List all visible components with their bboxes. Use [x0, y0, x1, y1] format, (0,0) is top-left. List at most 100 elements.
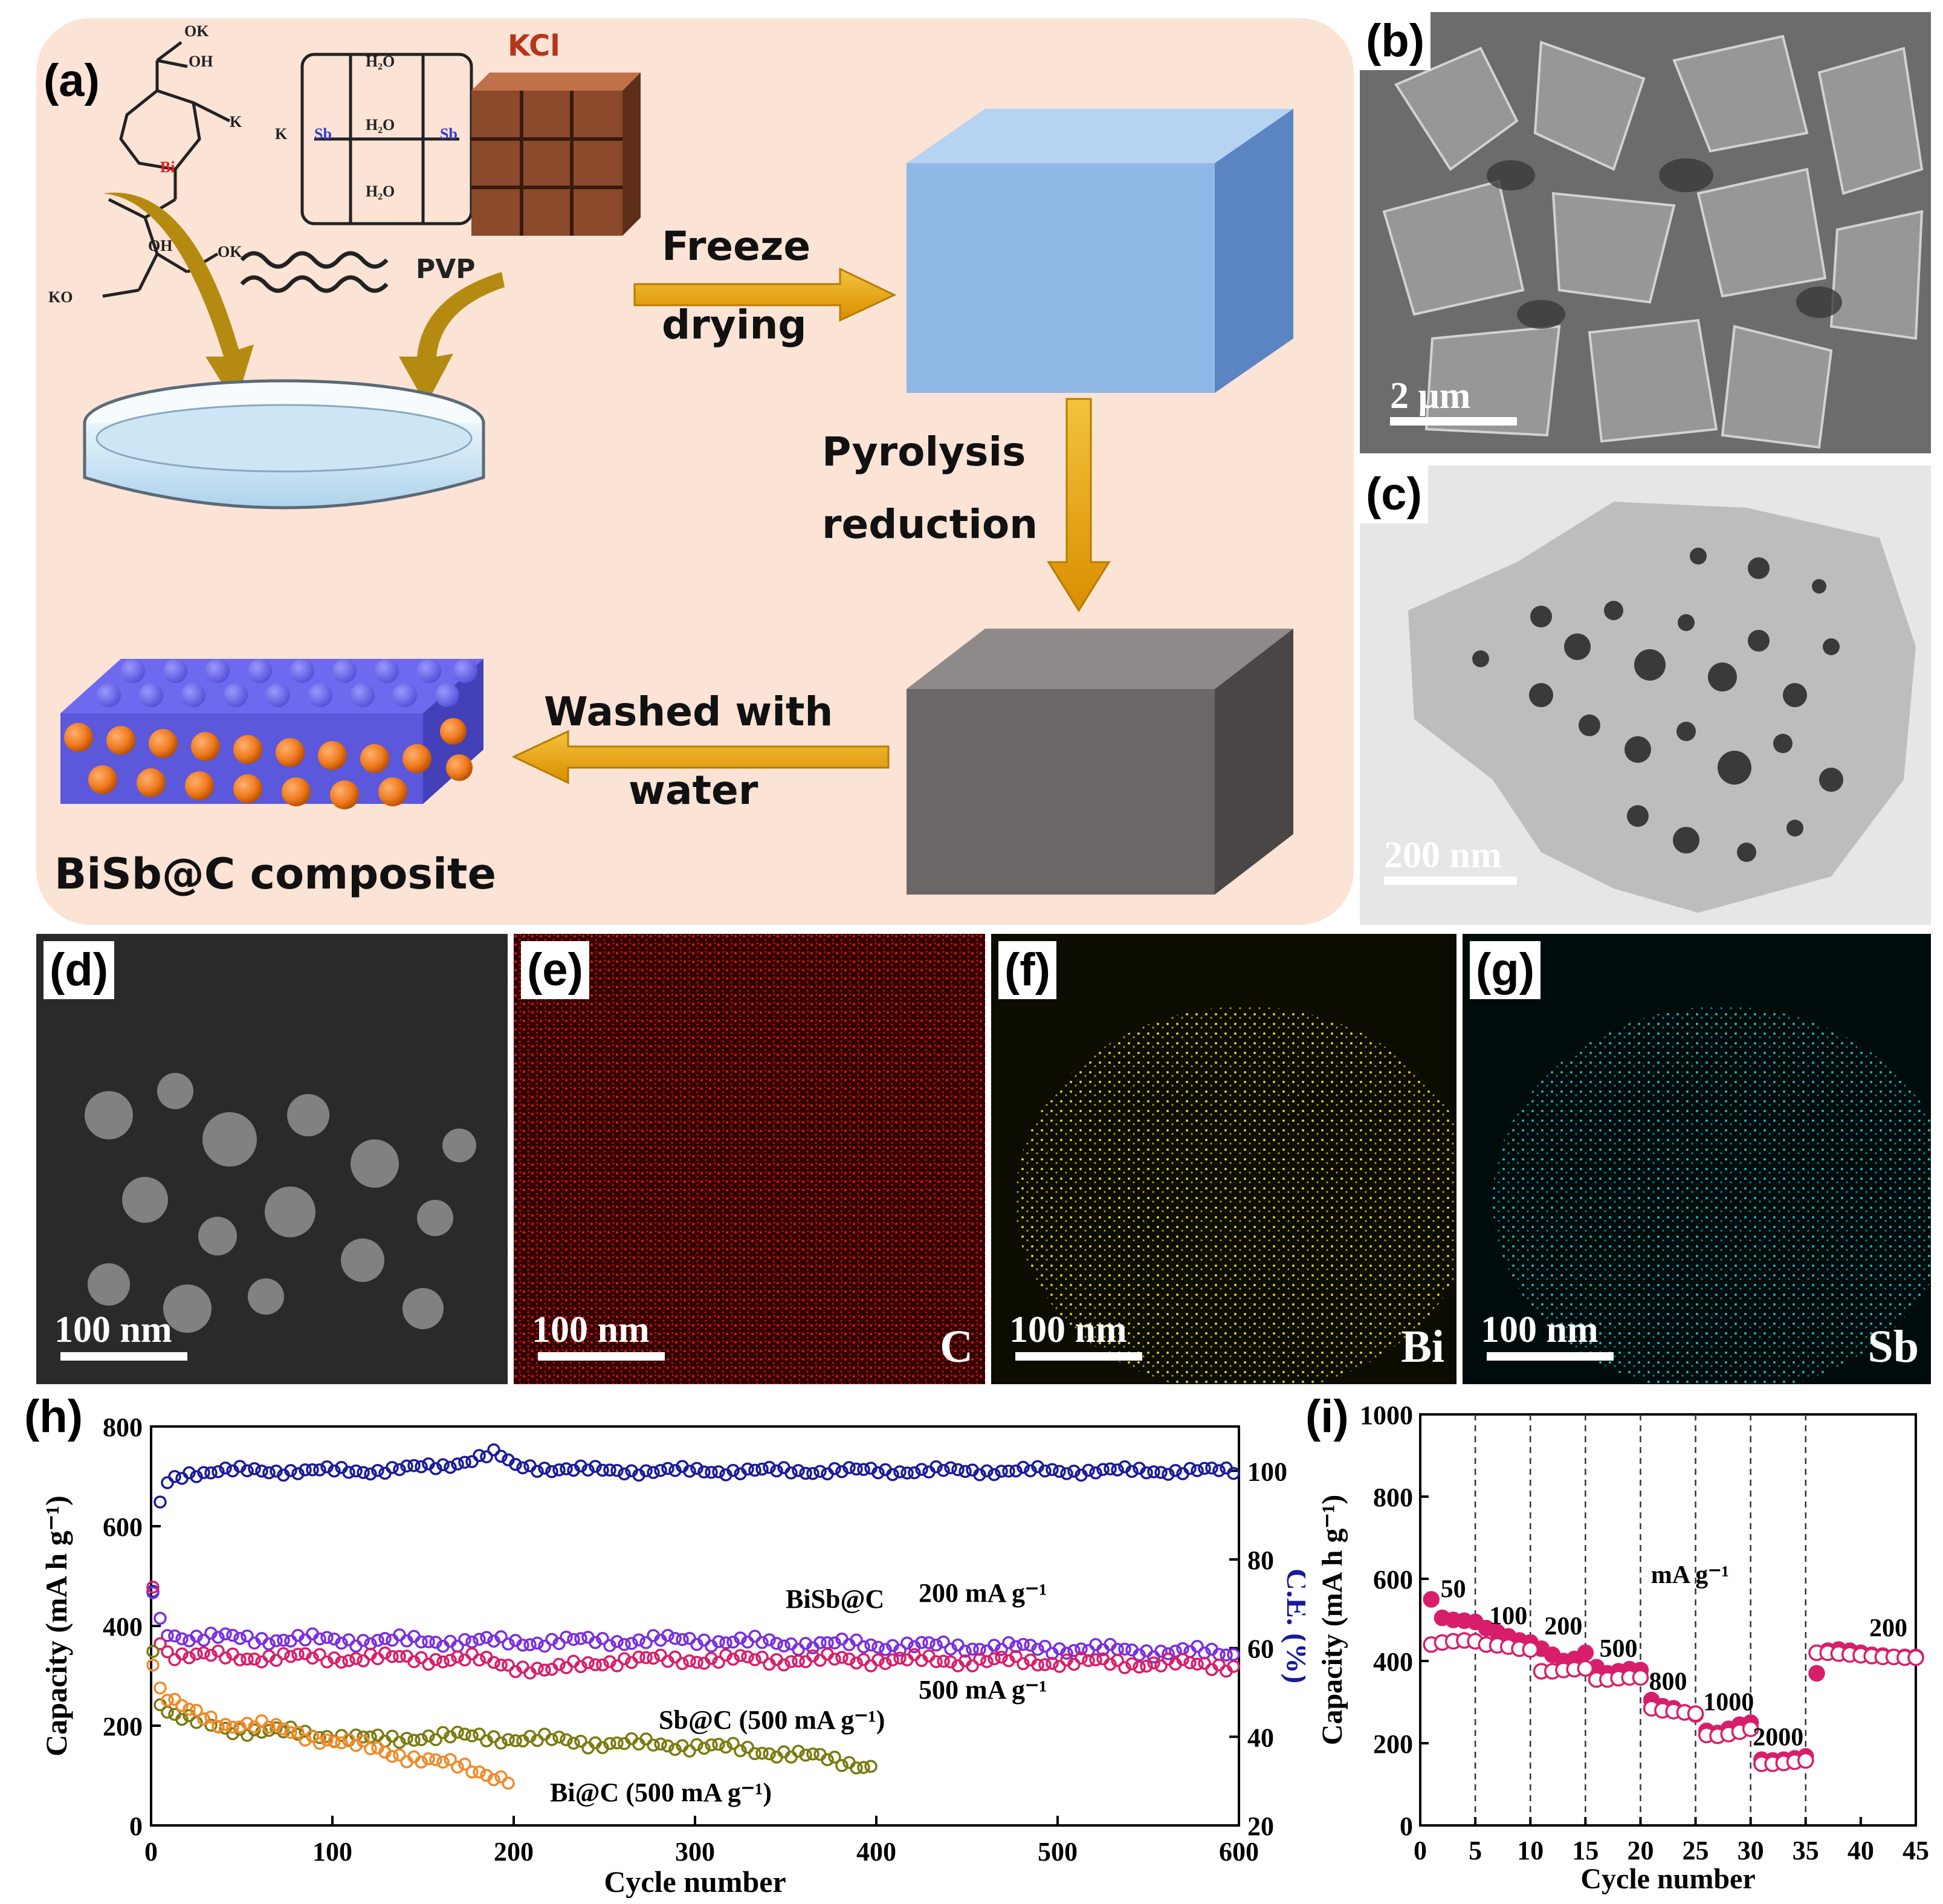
x-tick-label: 25: [1683, 1836, 1709, 1865]
data-point: [828, 1462, 841, 1475]
data-point: [900, 1636, 914, 1650]
data-point: [168, 1469, 181, 1483]
data-point: [349, 1639, 363, 1653]
data-point: [161, 1645, 174, 1659]
chem-oh-2: OH: [148, 237, 172, 254]
data-point: [1017, 1637, 1030, 1651]
rate-label: 1000: [1703, 1689, 1754, 1717]
data-point: [458, 1633, 471, 1647]
data-point: [342, 1654, 355, 1668]
data-point: [291, 1648, 305, 1661]
data-point: [1808, 1665, 1825, 1682]
data-point: [422, 1635, 435, 1648]
data-point: [988, 1468, 1001, 1481]
data-point: [1220, 1648, 1233, 1662]
data-point: [770, 1464, 783, 1478]
data-point: [668, 1631, 682, 1645]
data-point: [197, 1466, 210, 1480]
data-point: [509, 1458, 522, 1471]
data-point: [465, 1455, 479, 1468]
cycling-chart-svg: 0 100 200 300 400 500 600 0 200 400 600 800 20 40 60 80…: [39, 1413, 1305, 1898]
chart-annotation: 500 mA g⁻¹: [919, 1675, 1047, 1705]
data-point: [1017, 1460, 1030, 1474]
data-point: [313, 1731, 326, 1744]
step2-line1: Pyrolysis: [822, 429, 1026, 475]
petri-dish: [83, 379, 485, 510]
data-point: [661, 1462, 674, 1475]
chem-k-1: K: [230, 113, 242, 131]
data-point: [610, 1463, 624, 1477]
data-point: [465, 1729, 479, 1743]
data-point: [799, 1466, 812, 1480]
data-point: [451, 1650, 464, 1663]
data-point: [806, 1747, 820, 1761]
data-point: [212, 1720, 225, 1733]
data-point: [661, 1628, 674, 1642]
panel-c-tem-image: (c) 200 nm: [1360, 465, 1931, 925]
data-point: [748, 1747, 761, 1760]
data-point: [458, 1757, 471, 1771]
data-point: [175, 1712, 189, 1726]
x-tick-label: 0: [144, 1837, 158, 1867]
chem-ok-2: OK: [218, 243, 242, 261]
data-point: [1140, 1659, 1153, 1673]
rate-label: 2000: [1753, 1723, 1803, 1751]
data-point: [726, 1463, 740, 1477]
data-point: [1632, 1669, 1649, 1686]
data-point: [161, 1705, 174, 1719]
panel-f-bismuth-map: (f) 100 nm Bi: [991, 934, 1456, 1384]
data-point: [1082, 1463, 1095, 1477]
x-tick-label: 45: [1903, 1836, 1929, 1865]
data-point: [1067, 1643, 1081, 1657]
data-point: [502, 1659, 515, 1672]
data-point: [980, 1655, 994, 1668]
data-point: [850, 1656, 863, 1669]
data-point: [545, 1733, 558, 1746]
kcl-label: KCl: [508, 29, 560, 63]
y-tick-label: 200: [103, 1712, 143, 1741]
data-point: [864, 1659, 878, 1672]
data-point: [212, 1631, 225, 1644]
data-point: [1176, 1653, 1189, 1666]
data-point: [589, 1460, 602, 1473]
plot-frame: [150, 1425, 1240, 1827]
data-point: [915, 1463, 928, 1476]
data-point: [937, 1635, 950, 1649]
rate-label: 200: [1869, 1614, 1907, 1642]
data-point: [248, 1653, 261, 1666]
data-point: [1205, 1461, 1218, 1475]
data-point: [734, 1649, 747, 1662]
chem-h2o-3: H₂O: [366, 183, 395, 200]
pvp-chains: [240, 251, 389, 293]
data-point: [618, 1467, 631, 1481]
data-point: [161, 1476, 174, 1489]
data-point: [168, 1692, 181, 1706]
data-point: [552, 1637, 566, 1650]
data-point: [1096, 1463, 1110, 1476]
panel-e-element-label: C: [940, 1321, 973, 1372]
data-point: [690, 1656, 703, 1669]
data-point: [560, 1661, 573, 1674]
data-point: [473, 1449, 486, 1462]
data-point: [799, 1655, 812, 1668]
step1-line2: drying: [662, 302, 807, 348]
data-point: [632, 1633, 645, 1647]
data-point: [444, 1653, 457, 1667]
data-point: [407, 1459, 421, 1472]
x-tick-label: 5: [1469, 1836, 1482, 1865]
data-point: [1742, 1720, 1759, 1737]
data-point: [335, 1656, 348, 1669]
data-point: [1125, 1465, 1139, 1478]
data-point: [1183, 1656, 1197, 1669]
data-point: [1191, 1657, 1204, 1671]
step3-line1: Washed with: [544, 688, 833, 735]
panel-e-carbon-map: (e) 100 nm C: [514, 934, 985, 1384]
panel-b-scale-bar: [1390, 417, 1517, 426]
data-point: [444, 1460, 457, 1474]
data-point: [610, 1736, 624, 1750]
data-point: [951, 1463, 965, 1477]
panel-e-scale-text: 100 nm: [532, 1309, 650, 1350]
data-point: [618, 1637, 631, 1651]
data-point: [342, 1633, 355, 1647]
data-point: [552, 1731, 566, 1744]
